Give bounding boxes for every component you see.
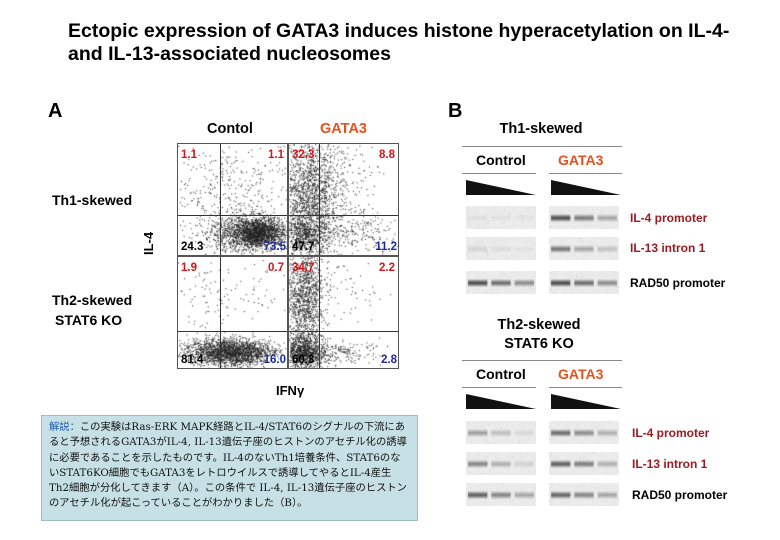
quadrant-ul: 32.3	[292, 149, 315, 161]
dilution-wedge-icon	[466, 180, 536, 195]
quadrant-ur: 0.7	[268, 262, 284, 274]
panel-a-letter: A	[48, 100, 63, 122]
quadrant-ul: 1.1	[181, 149, 197, 161]
gel-row-label: IL-13 intron 1	[632, 457, 708, 471]
gel-band-th1-control-il13	[466, 237, 536, 260]
gel-band-th1-gata3-rad50	[549, 271, 619, 294]
gel-title-th2-line2: STAT6 KO	[504, 336, 574, 352]
note-body: この実験はRas-ERK MAPK経路とIL-4/STAT6のシグナルの下流にあ…	[49, 421, 407, 510]
quadrant-lr: 73.5	[263, 241, 286, 253]
explanation-note: 解説：この実験はRas-ERK MAPK経路とIL-4/STAT6のシグナルの下…	[41, 415, 418, 521]
quadrant-ur: 1.1	[268, 149, 284, 161]
row-label-th1: Th1-skewed	[52, 192, 133, 208]
quadrant-ul: 1.9	[181, 262, 197, 274]
quadrant-ll: 24.3	[181, 241, 204, 253]
row-label-th2-line1: Th2-skewed	[52, 292, 133, 308]
dilution-wedge-icon	[551, 180, 621, 195]
gel-row-label: RAD50 promoter	[630, 276, 726, 290]
quadrant-lr: 16.0	[263, 354, 286, 366]
quadrant-ll: 81.4	[181, 354, 204, 366]
gel-col-control: Control	[476, 152, 526, 168]
flow-plot-th1-gata3: 32.3 8.8 47.7 11.2	[288, 143, 399, 256]
quadrant-lr: 2.8	[381, 354, 397, 366]
col-label-control: Contol	[207, 121, 253, 137]
gel-col-gata3: GATA3	[558, 152, 604, 168]
gel-title-th1: Th1-skewed	[499, 121, 583, 137]
gel-row-label: IL-4 promoter	[632, 426, 710, 440]
panel-b-letter: B	[448, 100, 463, 122]
gel-row-label: IL-13 intron 1	[630, 241, 706, 255]
quadrant-ll: 60.3	[292, 354, 315, 366]
gel-band-th1-gata3-il13	[549, 237, 619, 260]
gel-col-control: Control	[476, 366, 526, 382]
row-label-th2: Th2-skewed STAT6 KO	[52, 290, 132, 330]
figure-title: Ectopic expression of GATA3 induces hist…	[68, 20, 730, 65]
gel-band-th1-gata3-il4	[549, 206, 619, 229]
quadrant-ur: 8.8	[379, 149, 395, 161]
gel-band-th1-control-rad50	[466, 271, 536, 294]
dilution-wedge-icon	[551, 394, 621, 409]
gel-band-th2-control-rad50	[466, 483, 536, 506]
flow-plot-th2-gata3: 34.7 2.2 60.3 2.8	[288, 256, 399, 369]
gel-band-th1-control-il4	[466, 206, 536, 229]
gel-title-th2-line1: Th2-skewed	[497, 317, 581, 333]
dilution-wedge-icon	[466, 394, 536, 409]
note-heading: 解説：	[49, 421, 80, 433]
gel-band-th2-gata3-il13	[549, 452, 619, 475]
quadrant-ul: 34.7	[292, 262, 315, 274]
col-label-gata3: GATA3	[320, 121, 367, 137]
gel-band-th2-gata3-il4	[549, 421, 619, 444]
quadrant-ll: 47.7	[292, 241, 315, 253]
y-axis-label: IL-4	[141, 231, 156, 255]
gel-band-th2-control-il4	[466, 421, 536, 444]
quadrant-lr: 11.2	[375, 241, 397, 253]
gel-row-label: IL-4 promoter	[630, 211, 708, 225]
quadrant-ur: 2.2	[379, 262, 395, 274]
gel-band-th2-gata3-rad50	[549, 483, 619, 506]
flow-plot-th1-control: 1.1 1.1 24.3 73.5	[177, 143, 288, 256]
gel-col-gata3: GATA3	[558, 366, 604, 382]
row-label-th2-line2: STAT6 KO	[55, 312, 123, 328]
gel-band-th2-control-il13	[466, 452, 536, 475]
x-axis-label: IFNγ	[276, 383, 305, 398]
gel-title-th2: Th2-skewed STAT6 KO	[484, 316, 594, 354]
flow-plot-th2-control: 1.9 0.7 81.4 16.0	[177, 256, 288, 369]
gel-row-label: RAD50 promoter	[632, 488, 728, 502]
